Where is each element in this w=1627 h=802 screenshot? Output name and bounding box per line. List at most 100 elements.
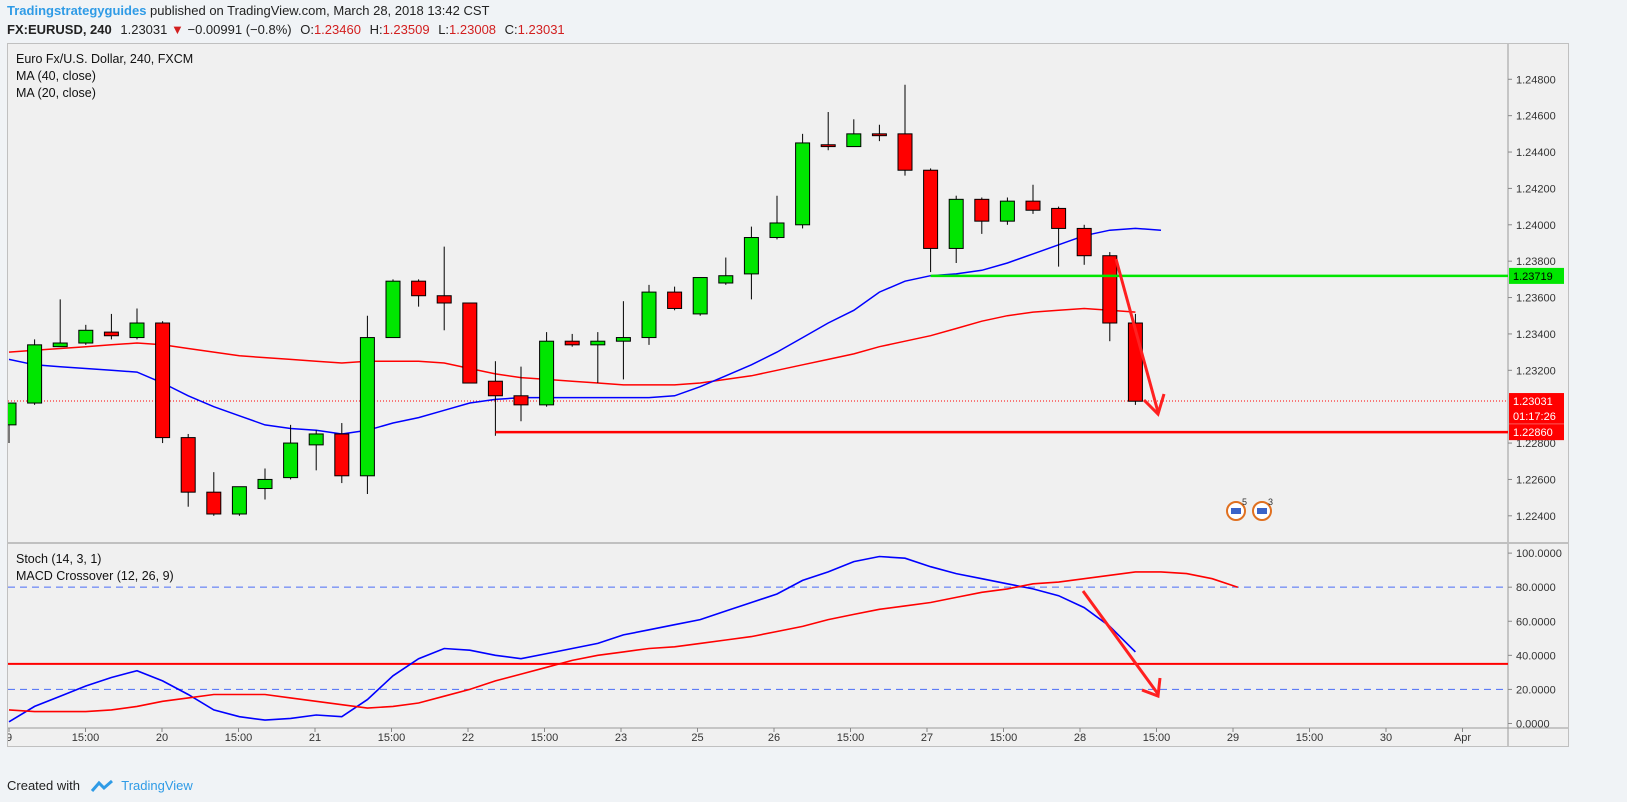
candle: [718, 257, 734, 285]
indicator-tick-label: 20.0000: [1516, 684, 1556, 696]
symbol-label: FX:EURUSD, 240: [7, 22, 112, 37]
candle: [692, 277, 708, 316]
close-label: C:: [504, 22, 518, 37]
candle: [1102, 252, 1118, 342]
candle: [436, 246, 452, 331]
close-value: 1.23031: [517, 22, 565, 37]
candle: [308, 430, 324, 471]
time-tick-label: 15:00: [1143, 732, 1171, 744]
candle-body: [1076, 227, 1092, 257]
time-tick-label: 30: [1380, 732, 1392, 744]
candle-body: [513, 395, 529, 406]
candle: [923, 168, 939, 273]
candle: [78, 324, 94, 345]
candle-body: [974, 198, 990, 222]
time-tick-label: 15:00: [225, 732, 253, 744]
indicator-tick-label: 0.0000: [1516, 718, 1550, 730]
candle-body: [231, 486, 247, 515]
candle: [564, 333, 580, 347]
price-tick-label: 1.24600: [1516, 111, 1556, 123]
candle: [487, 361, 503, 436]
symbol-info: FX:EURUSD, 240 1.23031 ▼ −0.00991 (−0.8%…: [7, 22, 565, 37]
publish-info: Tradingstrategyguides published on Tradi…: [7, 3, 489, 18]
candle: [334, 423, 350, 484]
price-chart-panel[interactable]: 1.24800 1.24600 1.24400 1.24200 1.24000 1.238…: [7, 43, 1569, 543]
indicator-panel[interactable]: 100.0000 80.0000 60.0000 40.0000 20.0000 0.00…: [7, 543, 1569, 747]
price-label-text: 1.23719: [1513, 271, 1553, 283]
candle: [359, 315, 375, 494]
last-price: 1.23031: [120, 22, 168, 37]
candle-body: [359, 337, 375, 477]
candle-body: [308, 433, 324, 446]
candle-body: [923, 169, 939, 249]
indicator-legend: Stoch (14, 3, 1) MACD Crossover (12, 26,…: [16, 551, 174, 585]
candle: [999, 197, 1015, 225]
indicator-tick-label: 80.0000: [1516, 582, 1556, 594]
flag-mark: [1257, 508, 1267, 514]
candle-body: [897, 133, 913, 171]
stoch-legend[interactable]: Stoch (14, 3, 1): [16, 552, 102, 566]
candle: [539, 332, 555, 407]
candle-body: [27, 344, 43, 404]
ma40-legend[interactable]: MA (40, close): [16, 69, 96, 83]
candle: [129, 308, 145, 340]
candle: [948, 195, 964, 263]
price-chart[interactable]: 1.24800 1.24600 1.24400 1.24200 1.24000 1.238…: [8, 44, 1568, 542]
price-tick-label: 1.23400: [1516, 329, 1556, 341]
candle: [1076, 224, 1092, 265]
countdown-label: 01:17:26: [1513, 411, 1556, 423]
candle: [846, 119, 862, 148]
footer: Created with TradingView: [7, 776, 193, 793]
time-tick-label: 15:00: [1296, 732, 1324, 744]
candle-body: [103, 331, 119, 337]
candle: [155, 321, 171, 444]
candle: [769, 195, 785, 240]
candle: [615, 301, 631, 380]
price-change: −0.00991 (−0.8%): [187, 22, 292, 37]
candle: [385, 279, 401, 339]
candle-body: [846, 133, 862, 148]
event-count: 5: [1242, 497, 1247, 507]
time-tick-label: 9: [8, 732, 12, 744]
price-label-text: 1.22860: [1513, 427, 1553, 439]
candle: [667, 286, 683, 311]
candle-body: [257, 478, 273, 490]
ma20-line: [8, 227, 1162, 435]
candle: [641, 284, 657, 345]
candle-body: [1051, 207, 1067, 229]
time-tick-label: 25: [691, 732, 703, 744]
arrow-shaft: [1081, 590, 1160, 695]
ma20-legend[interactable]: MA (20, close): [16, 86, 96, 100]
high-label: H:: [369, 22, 383, 37]
indicator-chart[interactable]: 100.0000 80.0000 60.0000 40.0000 20.0000 0.00…: [8, 544, 1568, 746]
price-tick-label: 1.23800: [1516, 256, 1556, 268]
candle-body: [155, 322, 171, 439]
candle: [462, 302, 478, 384]
candle-body: [385, 280, 401, 339]
low-label: L:: [438, 22, 450, 37]
author-link[interactable]: Tradingstrategyguides: [7, 3, 147, 18]
time-tick-label: 29: [1227, 732, 1239, 744]
indicator-down-arrow: [1081, 590, 1162, 699]
time-tick-label: 22: [462, 732, 474, 744]
price-tick-label: 1.23200: [1516, 365, 1556, 377]
candle: [103, 313, 119, 340]
macd-legend[interactable]: MACD Crossover (12, 26, 9): [16, 569, 174, 583]
candle: [743, 226, 759, 300]
candle: [590, 332, 606, 384]
candle-body: [743, 237, 759, 275]
candle-body: [948, 198, 964, 249]
published-text: published on TradingView.com, March 28, …: [150, 3, 490, 18]
time-tick-label: 28: [1074, 732, 1086, 744]
candle-body: [871, 133, 887, 137]
candle: [820, 112, 836, 151]
candle: [795, 133, 811, 229]
tradingview-cloud-icon: [90, 779, 113, 792]
tradingview-link[interactable]: TradingView: [121, 778, 193, 793]
time-tick-label: 15:00: [837, 732, 865, 744]
price-label-box: [1509, 407, 1564, 424]
candle-body: [769, 222, 785, 239]
flag-mark: [1231, 508, 1241, 514]
price-label-box: [1509, 424, 1564, 441]
candle: [52, 299, 68, 348]
